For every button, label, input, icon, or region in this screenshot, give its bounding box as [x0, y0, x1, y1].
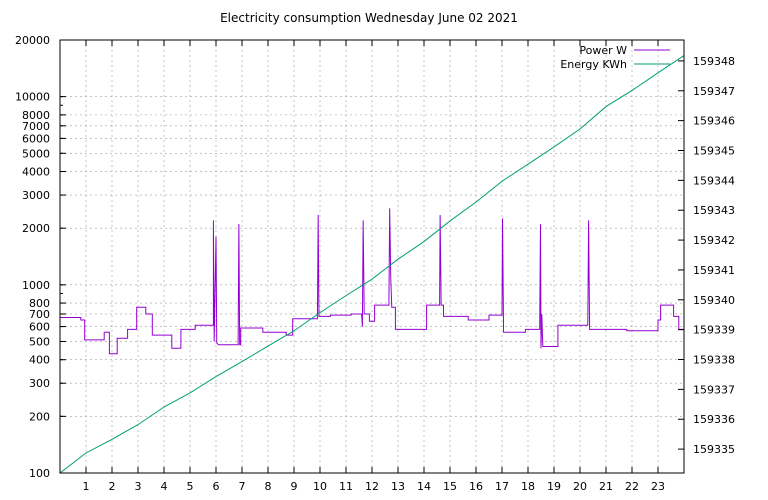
x-tick-label: 9	[291, 480, 298, 493]
x-tick-label: 13	[391, 480, 405, 493]
ticks-layer: 1 2 3 4 5 6 7 8 9 10 11 12 13 14 15 16 17 18 19 20 21 22 23100…	[15, 34, 735, 493]
y-right-tick-label: 159339	[693, 324, 735, 337]
x-tick-label: 17	[495, 480, 509, 493]
x-tick-label: 7	[239, 480, 246, 493]
x-tick-label: 19	[547, 480, 561, 493]
grid-layer	[60, 39, 684, 474]
y-left-tick-label: 800	[29, 297, 50, 310]
y-left-tick-label: 600	[29, 321, 50, 334]
legend-label: Energy KWh	[560, 58, 627, 71]
x-tick-label: 15	[443, 480, 457, 493]
x-tick-label: 12	[365, 480, 379, 493]
x-tick-label: 23	[651, 480, 665, 493]
chart-title: Electricity consumption Wednesday June 0…	[220, 11, 518, 25]
y-right-tick-label: 159336	[693, 413, 735, 426]
x-tick-label: 16	[469, 480, 483, 493]
x-tick-label: 22	[625, 480, 639, 493]
y-right-tick-label: 159348	[693, 55, 735, 68]
y-left-tick-label: 7000	[22, 120, 50, 133]
y-right-tick-label: 159337	[693, 383, 735, 396]
x-tick-label: 14	[417, 480, 431, 493]
x-tick-label: 1	[83, 480, 90, 493]
x-tick-label: 5	[187, 480, 194, 493]
y-left-tick-label: 400	[29, 354, 50, 367]
y-left-tick-label: 200	[29, 410, 50, 423]
power-series-line	[60, 208, 684, 355]
y-left-tick-label: 10000	[15, 91, 50, 104]
y-right-tick-label: 159335	[693, 443, 735, 456]
y-right-tick-label: 159343	[693, 204, 735, 217]
x-tick-label: 6	[213, 480, 220, 493]
x-tick-label: 3	[135, 480, 142, 493]
x-tick-label: 2	[109, 480, 116, 493]
y-right-tick-label: 159344	[693, 174, 735, 187]
y-right-tick-label: 159346	[693, 115, 735, 128]
x-tick-label: 18	[521, 480, 535, 493]
y-right-tick-label: 159345	[693, 144, 735, 157]
x-tick-label: 4	[161, 480, 168, 493]
y-left-tick-label: 4000	[22, 166, 50, 179]
y-left-tick-label: 6000	[22, 132, 50, 145]
x-tick-label: 8	[265, 480, 272, 493]
legend-label: Power W	[579, 44, 627, 57]
y-left-tick-label: 300	[29, 377, 50, 390]
y-right-tick-label: 159340	[693, 294, 735, 307]
y-right-tick-label: 159338	[693, 354, 735, 367]
y-left-tick-label: 3000	[22, 189, 50, 202]
y-left-tick-label: 8000	[22, 109, 50, 122]
y-left-tick-label: 500	[29, 335, 50, 348]
y-left-tick-label: 100	[29, 467, 50, 480]
energy-series-line	[60, 55, 684, 473]
x-tick-label: 10	[313, 480, 327, 493]
x-tick-label: 11	[339, 480, 353, 493]
x-tick-label: 20	[573, 480, 587, 493]
y-left-tick-label: 2000	[22, 222, 50, 235]
y-right-tick-label: 159347	[693, 85, 735, 98]
y-left-tick-label: 5000	[22, 147, 50, 160]
y-left-tick-label: 700	[29, 308, 50, 321]
y-left-tick-label: 1000	[22, 279, 50, 292]
y-right-tick-label: 159341	[693, 264, 735, 277]
y-right-tick-label: 159342	[693, 234, 735, 247]
x-tick-label: 21	[599, 480, 613, 493]
series-layer	[60, 55, 684, 473]
y-left-tick-label: 20000	[15, 34, 50, 47]
